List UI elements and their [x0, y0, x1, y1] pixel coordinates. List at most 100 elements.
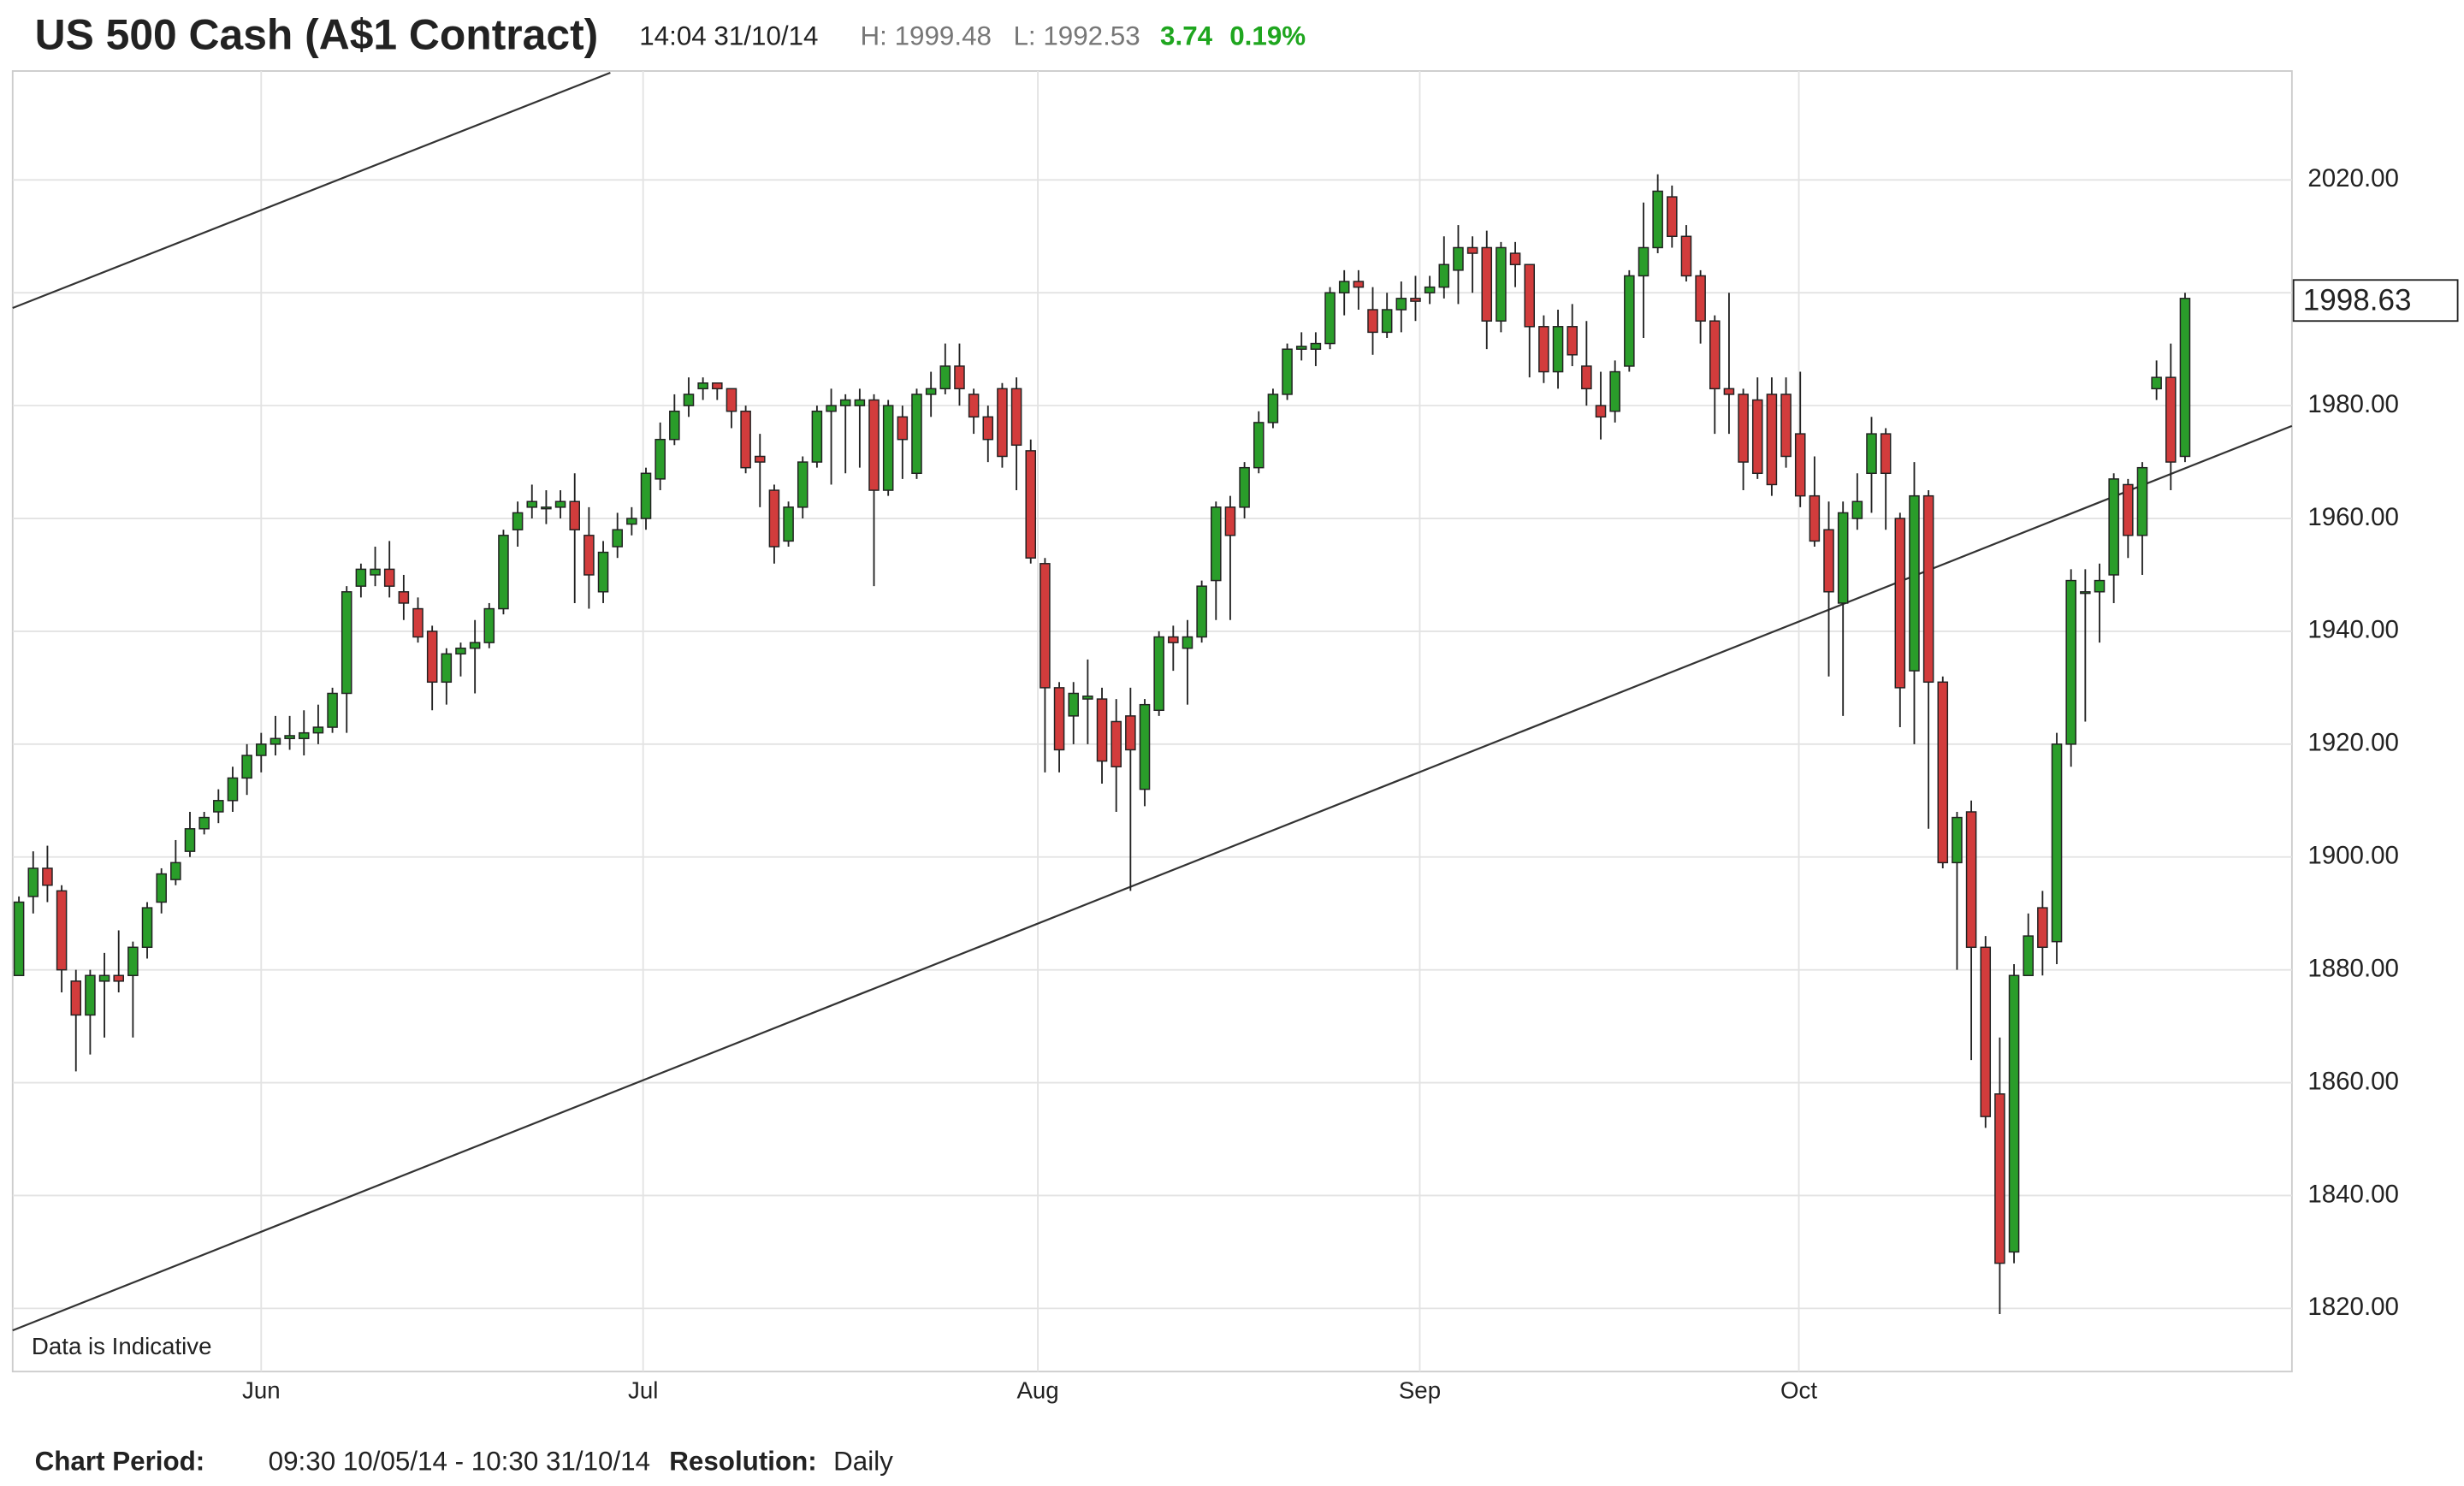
candle-body	[141, 907, 153, 949]
candle-body	[1609, 370, 1620, 412]
candle-body	[1111, 720, 1122, 767]
y-tick-label: 1860.00	[2307, 1067, 2399, 1095]
candle-body	[697, 382, 708, 390]
candle-body	[1538, 326, 1549, 373]
candle-body	[669, 410, 680, 441]
candle-body	[1481, 246, 1493, 322]
candle-body	[1310, 342, 1322, 350]
candle-body	[170, 861, 181, 880]
y-tick-label: 2020.00	[2307, 164, 2399, 192]
y-tick-label: 1920.00	[2307, 729, 2399, 757]
candle-body	[939, 365, 951, 390]
y-tick-label: 1840.00	[2307, 1180, 2399, 1208]
candle-body	[1638, 246, 1650, 277]
candle-body	[1595, 405, 1607, 418]
candle-body	[1667, 196, 1678, 238]
candle-body	[797, 461, 808, 508]
candle-body	[1353, 281, 1365, 288]
candle-body	[1025, 450, 1037, 559]
candle-body	[854, 399, 866, 406]
candle-body	[1809, 494, 1821, 542]
grid	[12, 71, 2292, 1372]
candle-body	[526, 500, 538, 508]
candle-body	[1509, 252, 1521, 265]
candle-body	[127, 946, 139, 976]
last-price-label: 1998.63	[2303, 283, 2412, 317]
last-price-box	[2292, 279, 2459, 323]
candle-body	[1567, 326, 1578, 356]
candle-body	[298, 731, 310, 739]
candle-body	[412, 607, 424, 638]
candle-body	[1211, 506, 1222, 582]
candle-body	[1524, 263, 1536, 328]
candle-body	[640, 472, 652, 519]
x-tick-label: Sep	[1399, 1377, 1441, 1404]
candle-body	[1082, 696, 1093, 700]
y-tick-label: 1880.00	[2307, 954, 2399, 982]
timestamp: 14:04 31/10/14	[639, 21, 818, 51]
candle-body	[383, 568, 395, 587]
candle-body	[1909, 494, 1920, 672]
candle-body	[1424, 286, 1436, 293]
candle-body	[270, 737, 281, 745]
candle-body	[1709, 320, 1721, 390]
candle-body	[1338, 281, 1350, 293]
candle-body	[441, 653, 453, 684]
candle-body	[712, 382, 723, 390]
candle-body	[541, 506, 552, 510]
candle-body	[1253, 422, 1265, 469]
candle-body	[897, 416, 909, 441]
candle-body	[512, 512, 524, 530]
candle-body	[1410, 298, 1421, 302]
candle-body	[1096, 698, 1108, 762]
candle-body	[198, 816, 210, 830]
candle-body	[1053, 687, 1065, 751]
candle-body	[569, 500, 581, 530]
candle-body	[213, 800, 224, 813]
candle-body	[156, 873, 167, 903]
candle-body	[1780, 394, 1792, 458]
candle-body	[1766, 394, 1778, 486]
candles	[12, 71, 2293, 1332]
candle-body	[1965, 811, 1977, 949]
candle-body	[1125, 715, 1136, 751]
trendline	[12, 71, 611, 310]
candle-body	[1880, 433, 1892, 475]
candle-body	[426, 631, 438, 684]
candle-body	[1794, 433, 1806, 497]
candle-body	[1367, 309, 1378, 334]
candle-body	[2023, 935, 2034, 976]
candle-body	[1324, 292, 1336, 345]
candle-body	[2136, 466, 2148, 536]
candle-body	[1680, 235, 1692, 277]
candle-body	[597, 551, 609, 593]
candle-body	[284, 735, 295, 739]
candle-body	[1395, 298, 1407, 311]
footer-period-label: Chart Period:	[35, 1447, 205, 1477]
candle-body	[398, 591, 410, 604]
candle-body	[740, 410, 751, 469]
candle-body	[2037, 907, 2048, 949]
candle-body	[1922, 494, 1934, 684]
candle-body	[768, 489, 780, 548]
candle-body	[654, 438, 666, 480]
candle-body	[612, 529, 623, 548]
candle-body	[327, 692, 338, 728]
candle-body	[1153, 636, 1164, 712]
candle-body	[1952, 816, 1963, 864]
candle-body	[1624, 275, 1635, 367]
candle-body	[1851, 500, 1863, 519]
candle-body	[70, 980, 82, 1016]
candle-body	[1894, 518, 1906, 689]
candle-body	[954, 365, 965, 390]
candle-body	[1652, 190, 1663, 249]
candle-body	[2108, 478, 2119, 576]
candle-body	[811, 410, 823, 463]
candle-body	[1068, 692, 1079, 717]
footer-period: 09:30 10/05/14 - 10:30 31/10/14	[269, 1447, 650, 1477]
candle-body	[2151, 376, 2162, 390]
candle-body	[1224, 506, 1236, 536]
candle-body	[256, 743, 267, 756]
candle-body	[997, 388, 1008, 458]
candle-body	[2165, 376, 2177, 463]
